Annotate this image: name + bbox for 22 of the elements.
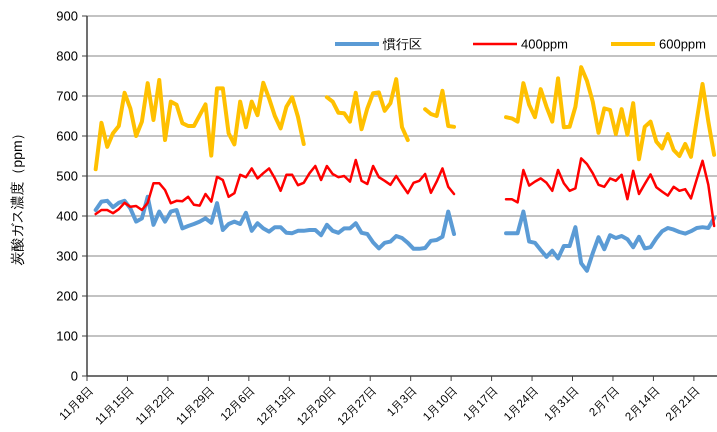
x-tick-label: 1月17日 [460,384,501,424]
y-tick-label: 700 [56,88,78,104]
y-tick-label: 200 [56,288,78,304]
x-tick-label: 2月21日 [663,384,703,424]
y-tick-label: 300 [56,248,78,264]
x-tick-label: 1月31日 [542,384,582,424]
y-tick-label: 100 [56,328,78,344]
legend-label: 慣行区 [382,36,422,52]
y-tick-label: 400 [56,208,78,224]
x-tick-label: 2月14日 [622,384,662,424]
x-tick-label: 1月10日 [420,384,460,424]
x-tick-label: 2月7日 [586,384,622,419]
x-tick-label: 1月3日 [384,384,420,419]
y-tick-label: 600 [56,128,78,144]
x-tick-label: 1月24日 [501,384,542,424]
y-tick-label: 500 [56,168,78,184]
y-axis-title: 炭酸ガス濃度（ppm） [9,126,25,266]
legend-label: 400ppm [521,36,568,52]
legend-label: 600ppm [659,36,706,52]
y-tick-label: 0 [70,368,78,384]
y-tick-label: 900 [56,8,78,24]
y-tick-label: 800 [56,48,78,64]
